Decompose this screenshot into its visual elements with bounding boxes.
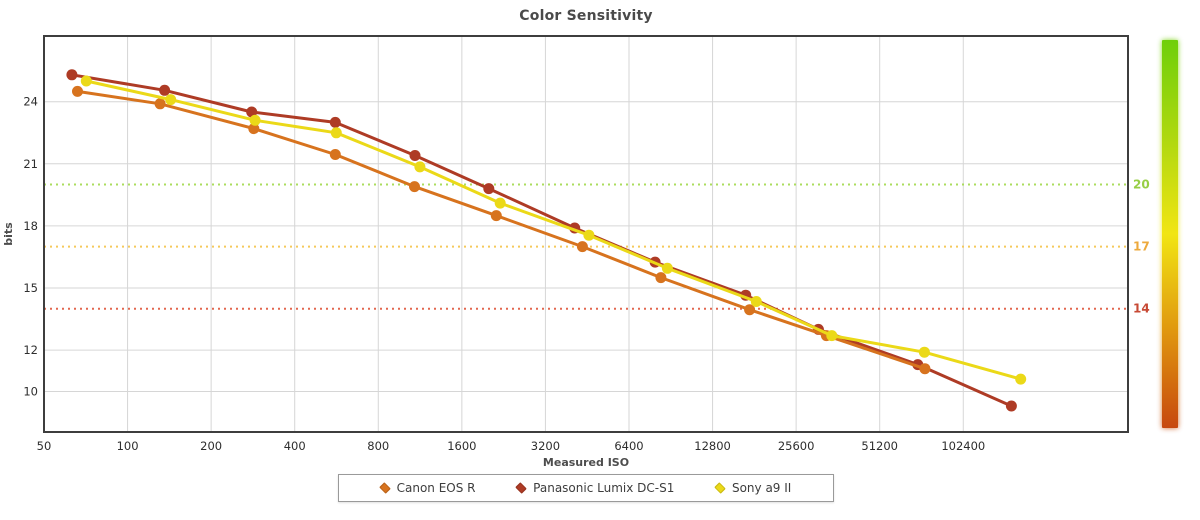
legend-label: Panasonic Lumix DC-S1 [533, 481, 675, 495]
y-tick-label: 10 [23, 385, 38, 399]
legend-marker-diamond-icon [378, 482, 391, 494]
legend-label: Canon EOS R [396, 481, 476, 495]
x-tick-label: 800 [367, 439, 389, 453]
y-tick-label: 15 [23, 281, 38, 295]
data-point-canon-eos-r[interactable] [744, 304, 756, 316]
x-tick-label: 50 [37, 439, 52, 453]
data-point-sony-a9-ii[interactable] [165, 94, 177, 106]
threshold-label-20: 20 [1133, 178, 1150, 192]
data-point-sony-a9-ii[interactable] [918, 346, 930, 358]
chart-title: Color Sensitivity [519, 8, 653, 24]
series-line-panasonic-lumix-dc-s1 [70, 73, 1013, 408]
series-group [66, 69, 1027, 412]
chart-legend: Canon EOS R Panasonic Lumix DC-S1 Sony a9 … [338, 474, 834, 502]
x-tick-label: 6400 [614, 439, 643, 453]
colorbar-bar [1162, 40, 1178, 428]
data-point-sony-a9-ii[interactable] [1015, 373, 1027, 385]
plot-border [43, 35, 1129, 433]
series-canon-eos-r [72, 85, 931, 375]
data-point-canon-eos-r[interactable] [409, 181, 420, 193]
legend-marker-diamond-icon [714, 482, 726, 494]
data-point-panasonic-lumix-dc-s1[interactable] [483, 183, 495, 195]
data-point-sony-a9-ii[interactable] [826, 330, 838, 342]
x-tick-label: 1600 [447, 439, 476, 453]
data-point-panasonic-lumix-dc-s1[interactable] [159, 84, 171, 96]
data-point-panasonic-lumix-dc-s1[interactable] [66, 69, 78, 81]
legend-label: Sony a9 II [731, 481, 792, 495]
data-point-sony-a9-ii[interactable] [494, 197, 506, 209]
series-sony-a9-ii [80, 75, 1027, 385]
x-tick-label: 102400 [941, 439, 985, 453]
data-point-canon-eos-r[interactable] [655, 272, 667, 284]
data-point-sony-a9-ii[interactable] [414, 161, 426, 173]
y-axis-title: bits [2, 222, 15, 246]
data-point-canon-eos-r[interactable] [329, 149, 341, 160]
y-tick-label: 12 [23, 343, 38, 357]
y-tick-label: 24 [23, 95, 38, 109]
threshold-label-17: 17 [1133, 240, 1150, 254]
x-tick-label: 12800 [694, 439, 731, 453]
data-point-sony-a9-ii[interactable] [80, 75, 92, 87]
x-tick-label: 51200 [861, 439, 898, 453]
x-tick-label: 100 [117, 439, 139, 453]
legend-marker-diamond-icon [515, 482, 527, 494]
data-point-sony-a9-ii[interactable] [750, 296, 762, 307]
data-point-sony-a9-ii[interactable] [583, 229, 595, 241]
data-point-canon-eos-r[interactable] [919, 363, 931, 375]
data-point-panasonic-lumix-dc-s1[interactable] [409, 150, 421, 161]
series-line-canon-eos-r [76, 89, 927, 371]
data-point-panasonic-lumix-dc-s1[interactable] [246, 106, 258, 118]
legend-item-panasonic-lumix-dc-s1[interactable]: Panasonic Lumix DC-S1 [515, 481, 675, 495]
legend-item-canon-eos-r[interactable]: Canon EOS R [378, 481, 476, 495]
colorbar [1162, 40, 1178, 428]
x-tick-label: 200 [200, 439, 222, 453]
axis-ticks: 24 21 18 15 12 10 50 100 200 400 800 1600 3200 6400 12… [2, 95, 985, 469]
series-panasonic-lumix-dc-s1 [66, 69, 1017, 412]
y-tick-label: 21 [23, 157, 38, 171]
y-tick-label: 18 [23, 219, 38, 233]
data-point-canon-eos-r[interactable] [248, 123, 260, 135]
threshold-label-14: 14 [1133, 302, 1150, 316]
x-tick-label: 25600 [778, 439, 815, 453]
x-tick-label: 400 [284, 439, 306, 453]
data-point-sony-a9-ii[interactable] [661, 262, 673, 274]
data-point-panasonic-lumix-dc-s1[interactable] [1005, 400, 1017, 412]
data-point-sony-a9-ii[interactable] [330, 127, 342, 139]
data-point-canon-eos-r[interactable] [490, 210, 502, 222]
x-axis-title: Measured ISO [543, 456, 629, 469]
data-point-canon-eos-r[interactable] [72, 85, 83, 97]
gridlines [43, 36, 1128, 432]
data-point-panasonic-lumix-dc-s1[interactable] [329, 116, 341, 128]
data-point-canon-eos-r[interactable] [576, 241, 588, 253]
data-point-canon-eos-r[interactable] [154, 98, 166, 110]
x-tick-label: 3200 [531, 439, 560, 453]
series-line-sony-a9-ii [84, 79, 1023, 381]
threshold-lines: 20 17 14 [44, 178, 1150, 316]
data-point-sony-a9-ii[interactable] [249, 114, 261, 126]
legend-item-sony-a9-ii[interactable]: Sony a9 II [714, 481, 792, 495]
